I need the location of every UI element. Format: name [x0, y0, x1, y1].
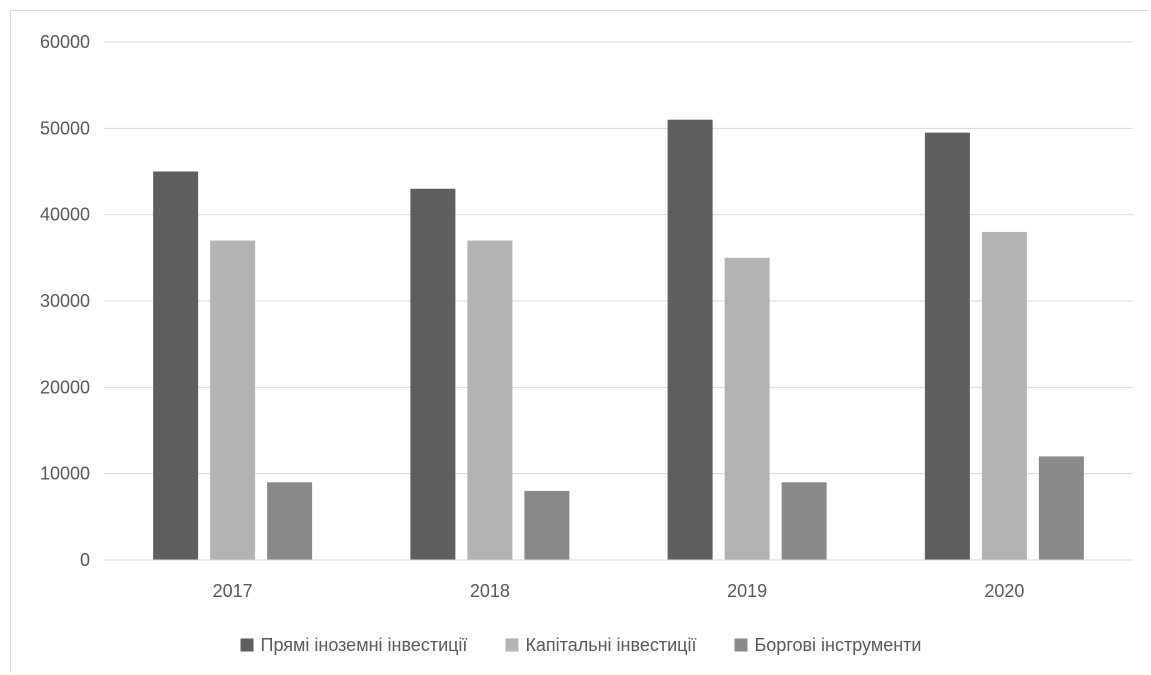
x-tick-label: 2019 — [727, 581, 767, 601]
y-tick-label: 30000 — [40, 291, 90, 311]
x-tick-label: 2018 — [470, 581, 510, 601]
y-tick-label: 40000 — [40, 205, 90, 225]
bar-series-2 — [210, 240, 256, 561]
gridlines — [104, 41, 1133, 561]
y-tick-label: 10000 — [40, 464, 90, 484]
bar-series-1 — [153, 171, 199, 560]
legend: Прямі іноземні інвестиції Капітальні інве… — [240, 635, 921, 655]
legend-label: Прямі іноземні інвестиції — [261, 635, 468, 655]
legend-swatch-2 — [505, 638, 519, 652]
bar-series-3 — [267, 482, 313, 560]
bar-series-1 — [410, 188, 456, 560]
y-tick-label: 0 — [80, 550, 90, 570]
bar-series-2 — [981, 231, 1027, 560]
y-tick-label: 20000 — [40, 377, 90, 397]
legend-swatch-3 — [734, 638, 748, 652]
x-axis-tick-labels: 2017 2018 2019 2020 — [213, 581, 1025, 601]
bar-series-1 — [667, 119, 713, 560]
bar-series-3 — [781, 482, 827, 560]
bar-series-2 — [467, 240, 513, 561]
y-axis-tick-labels: 0 10000 20000 30000 40000 50000 60000 — [40, 32, 90, 570]
legend-swatch-1 — [240, 638, 254, 652]
y-tick-label: 60000 — [40, 32, 90, 52]
bar-series-1 — [924, 132, 970, 560]
x-tick-label: 2017 — [213, 581, 253, 601]
y-tick-label: 50000 — [40, 118, 90, 138]
legend-label: Боргові інструменти — [754, 635, 921, 655]
legend-label: Капітальні інвестиції — [525, 635, 696, 655]
bar-series-3 — [1038, 456, 1084, 560]
x-tick-label: 2020 — [984, 581, 1024, 601]
bar-series-3 — [524, 490, 570, 560]
bars — [104, 119, 1133, 561]
bar-series-2 — [724, 257, 770, 560]
